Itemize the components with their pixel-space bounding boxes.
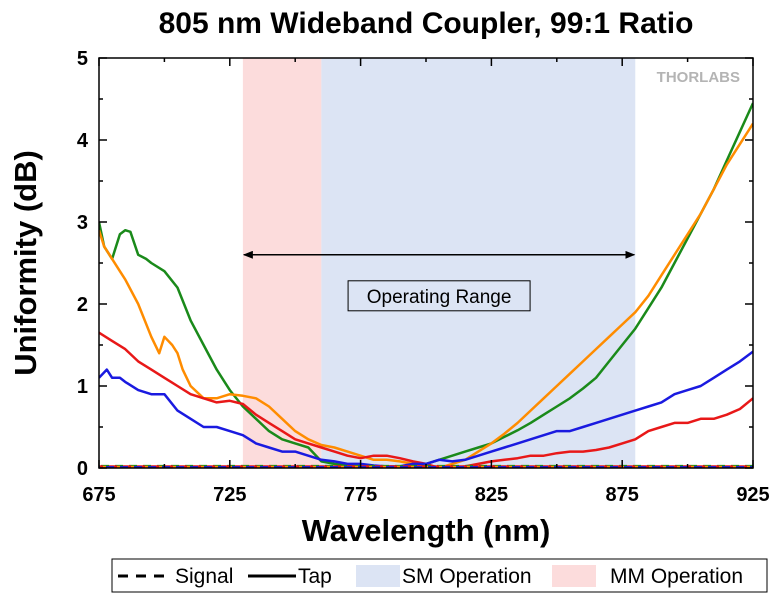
- legend-label-signal: Signal: [175, 565, 233, 588]
- thorlabs-logo: THORLABS: [657, 69, 740, 86]
- legend-label-mm-operation: MM Operation: [610, 565, 743, 588]
- y-tick-label: 2: [77, 294, 88, 316]
- y-tick-label: 0: [77, 458, 88, 480]
- x-axis-title: Wavelength (nm): [302, 513, 551, 548]
- operating-range-box: [347, 280, 531, 312]
- operating-range-annotation: Operating Range: [242, 250, 636, 312]
- x-tick-label: 675: [82, 484, 115, 506]
- x-tick-label: 725: [213, 484, 246, 506]
- legend-label-sm-operation: SM Operation: [402, 565, 532, 588]
- x-tick-label: 875: [606, 484, 639, 506]
- tap-line-3: [99, 350, 753, 468]
- operation-bands: [242, 58, 636, 468]
- y-tick-label: 3: [77, 212, 88, 234]
- legend-swatch-mm-operation: [552, 565, 596, 587]
- chart-title: 805 nm Wideband Coupler, 99:1 Ratio: [159, 7, 694, 40]
- x-tick-label: 925: [736, 484, 769, 506]
- tap-line-1: [99, 122, 753, 468]
- y-tick-label: 5: [77, 48, 88, 70]
- legend-swatch-sm-operation: [356, 565, 400, 587]
- y-tick-label: 4: [77, 130, 89, 152]
- y-axis-title: Uniformity (dB): [8, 150, 43, 376]
- x-tick-label: 775: [344, 484, 377, 506]
- axis-ticks: 675 725 775 825 875 925 0 1 2 3 4 5: [77, 48, 770, 506]
- band-sm-operation: [321, 58, 636, 468]
- y-tick-label: 1: [77, 376, 88, 398]
- x-tick-label: 825: [475, 484, 508, 506]
- legend: Signal Tap SM Operation MM Operation: [111, 558, 768, 593]
- legend-label-tap: Tap: [298, 565, 332, 588]
- legend-box: [111, 558, 768, 593]
- tap-line-0: [99, 102, 753, 468]
- operating-range-label: Operating Range: [367, 287, 512, 308]
- band-mm-operation: [242, 58, 322, 468]
